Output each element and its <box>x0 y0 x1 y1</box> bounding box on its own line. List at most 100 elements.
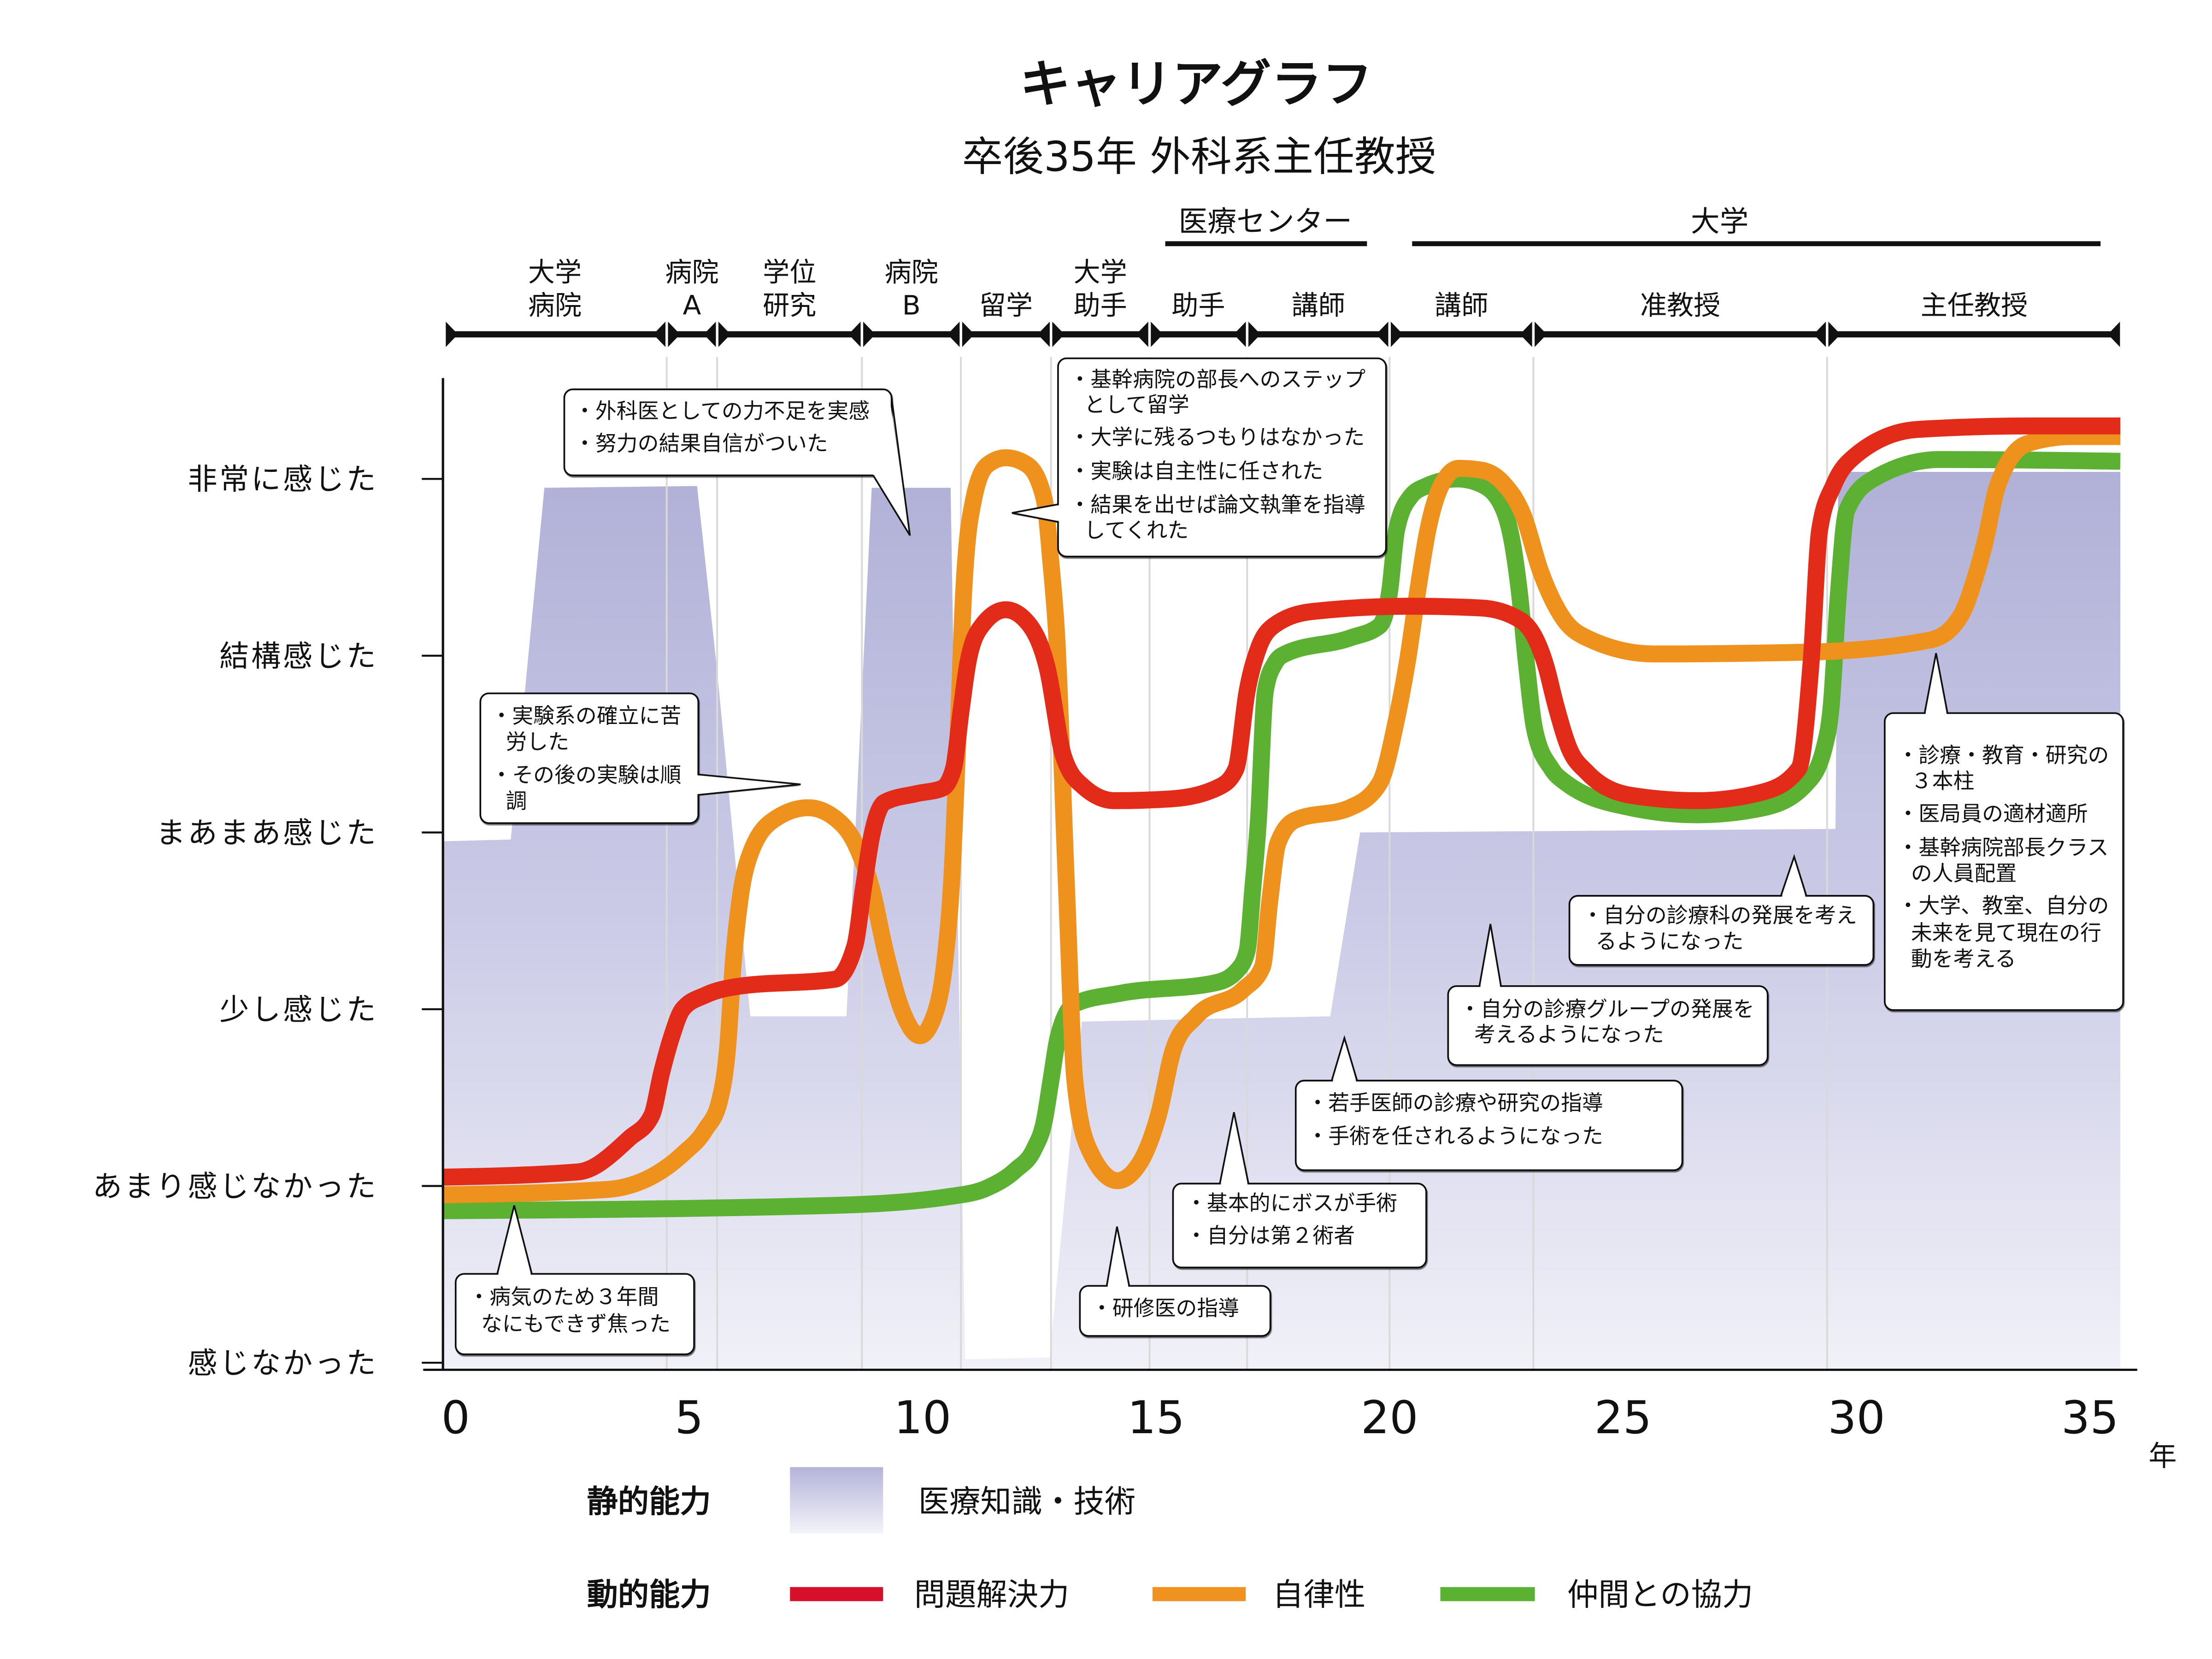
callout-line: ・自分の診療科の発展を考え <box>1582 903 1857 928</box>
callout-line: 未来を見て現在の行 <box>1911 920 2101 945</box>
callout-resident-teaching: ・研修医の指導 <box>1079 1226 1271 1337</box>
timeline-arrow-bar <box>718 321 861 347</box>
callout-line: るようになった <box>1595 929 1743 954</box>
callout-pointer <box>1332 1038 1357 1083</box>
y-level-label: 結構感じた <box>219 639 378 674</box>
callout-line: ・診療・教育・研究の <box>1897 742 2109 767</box>
callout-line: の人員配置 <box>1911 861 2017 886</box>
stage-label: 研究 <box>763 290 816 321</box>
timeline-segment: 主任教授 <box>1828 290 2120 347</box>
callout-line: ・研修医の指導 <box>1091 1296 1239 1321</box>
callout-box <box>1447 985 1769 1066</box>
callout-line: ・医局員の適材適所 <box>1897 801 2088 826</box>
callout-line: ・手術を任されるようになった <box>1307 1124 1603 1148</box>
callout-pointer <box>1107 1226 1129 1288</box>
callout-line: ・実験は自主性に任された <box>1069 459 1323 483</box>
legend-label-collaboration: 仲間との協力 <box>1567 1577 1753 1613</box>
timeline-segment: 助手 <box>1151 290 1246 347</box>
callout-box <box>1079 1285 1271 1337</box>
callout-pointer-outline <box>1106 1226 1130 1286</box>
timeline-arrow-bar <box>1391 321 1532 347</box>
callout-box <box>1172 1182 1427 1269</box>
y-level-label: あまり感じなかった <box>93 1170 378 1204</box>
callout-study-abroad: ・基幹病院の部長へのステップ として留学 ・大学に残るつもりはなかった ・実験は… <box>1012 357 1387 558</box>
callout-line: 労した <box>506 729 569 754</box>
callout-mentoring-young-doctors: ・若手医師の診療や研究の指導 ・手術を任されるようになった <box>1294 1035 1683 1171</box>
legend-label-problem-solving: 問題解決力 <box>914 1577 1070 1613</box>
org-group-bar <box>1412 241 2101 247</box>
callout-line: として留学 <box>1084 392 1189 417</box>
stage-label: 大学 <box>1073 257 1127 288</box>
callout-line: ・若手医師の診療や研究の指導 <box>1307 1090 1603 1115</box>
stage-label: 病院 <box>665 257 718 288</box>
dynamic-ability-curves <box>442 417 2121 1219</box>
timeline-segment: 講師 <box>1391 290 1532 347</box>
legend-static-heading: 静的能力 <box>587 1483 711 1520</box>
callout-lack-of-skill: ・外科医としての力不足を実感 ・努力の結果自信がついた <box>563 388 911 536</box>
x-tick-label: 10 <box>894 1392 952 1444</box>
timeline-arrow-bar <box>1151 321 1246 347</box>
callout-pointer-outline <box>1924 653 1948 713</box>
chart-subtitle: 卒後35年 外科系主任教授 <box>962 133 1436 180</box>
chart-title: キャリアグラフ <box>1020 54 1373 113</box>
callout-experiment-setup: ・実験系の確立に苦 労した ・その後の実験は順 調 <box>479 692 801 824</box>
stage-label: 病院 <box>885 257 938 288</box>
callout-line: ・基本的にボスが手術 <box>1186 1191 1397 1216</box>
x-tick-label: 0 <box>441 1392 470 1444</box>
timeline-segment: 留学 <box>962 290 1050 347</box>
callout-pointer <box>1220 1112 1248 1186</box>
timeline-segment: 病院A <box>665 257 719 347</box>
callout-pointer-outline <box>872 398 911 536</box>
callout-pointer <box>1012 505 1060 522</box>
callout-line: ・病気のため３年間 <box>468 1284 659 1309</box>
callout-illness-three-years: ・病気のため３年間 なにもできず焦った <box>454 1205 695 1355</box>
y-level-label: 非常に感じた <box>188 462 378 497</box>
callout-pointer <box>872 398 910 535</box>
timeline-segment: 准教授 <box>1535 290 1826 347</box>
callout-line: ・基幹病院の部長へのステップ <box>1069 367 1365 392</box>
autonomy-line <box>442 428 2121 1204</box>
callout-pointer-outline <box>1780 854 1807 896</box>
callout-pointer-outline <box>1012 503 1059 523</box>
org-group-university: 大学 <box>1412 205 2101 247</box>
callout-box <box>1294 1080 1683 1171</box>
timeline-arrow-bar <box>1828 321 2120 347</box>
callout-box <box>1057 357 1387 558</box>
stage-label: 大学 <box>528 257 582 288</box>
callout-pointer-outline <box>1331 1035 1358 1081</box>
legend: 静的能力 医療知識・技術 動的能力 問題解決力 自律性 仲間との協力 <box>587 1467 1753 1613</box>
legend-label-autonomy: 自律性 <box>1272 1577 1365 1613</box>
y-level-label: まあまあ感じた <box>156 816 378 850</box>
stage-label: 講師 <box>1435 290 1488 321</box>
legend-label-medical-knowledge: 医療知識・技術 <box>918 1483 1135 1520</box>
timeline-arrow-bar <box>863 321 960 347</box>
collaboration-line <box>443 451 2121 1219</box>
callout-pointer-outline <box>698 773 801 796</box>
callout-line: 考えるようになった <box>1474 1022 1664 1047</box>
x-axis-labels: 0 5 10 15 20 25 30 35 <box>441 1392 2119 1444</box>
stage-label: 助手 <box>1073 290 1127 321</box>
callout-box <box>454 1273 695 1355</box>
timeline-arrow-bar <box>1052 321 1148 347</box>
timeline-segment: 病院B <box>863 257 960 347</box>
org-group-bar <box>1165 241 1367 247</box>
callout-pointer <box>1782 857 1806 898</box>
callout-line: 調 <box>506 788 527 813</box>
callout-line: ・大学に残るつもりはなかった <box>1069 424 1365 449</box>
callout-box <box>1883 712 2124 1011</box>
x-tick-label: 20 <box>1361 1392 1418 1444</box>
stage-label: 病院 <box>528 290 582 321</box>
timeline-arrow-bar <box>668 321 716 347</box>
callout-department-development: ・自分の診療科の発展を考え るようになった <box>1568 854 1875 966</box>
callout-line: ３本柱 <box>1911 768 1975 793</box>
y-level-label: 少し感じた <box>219 993 378 1027</box>
callout-pointer-outline <box>1219 1112 1249 1184</box>
x-tick-label: 15 <box>1127 1392 1185 1444</box>
callout-line: してくれた <box>1084 518 1189 542</box>
callout-pointer <box>1925 653 1947 715</box>
org-group-label: 大学 <box>1691 205 1749 238</box>
timeline-arrow-bar <box>1248 321 1388 347</box>
